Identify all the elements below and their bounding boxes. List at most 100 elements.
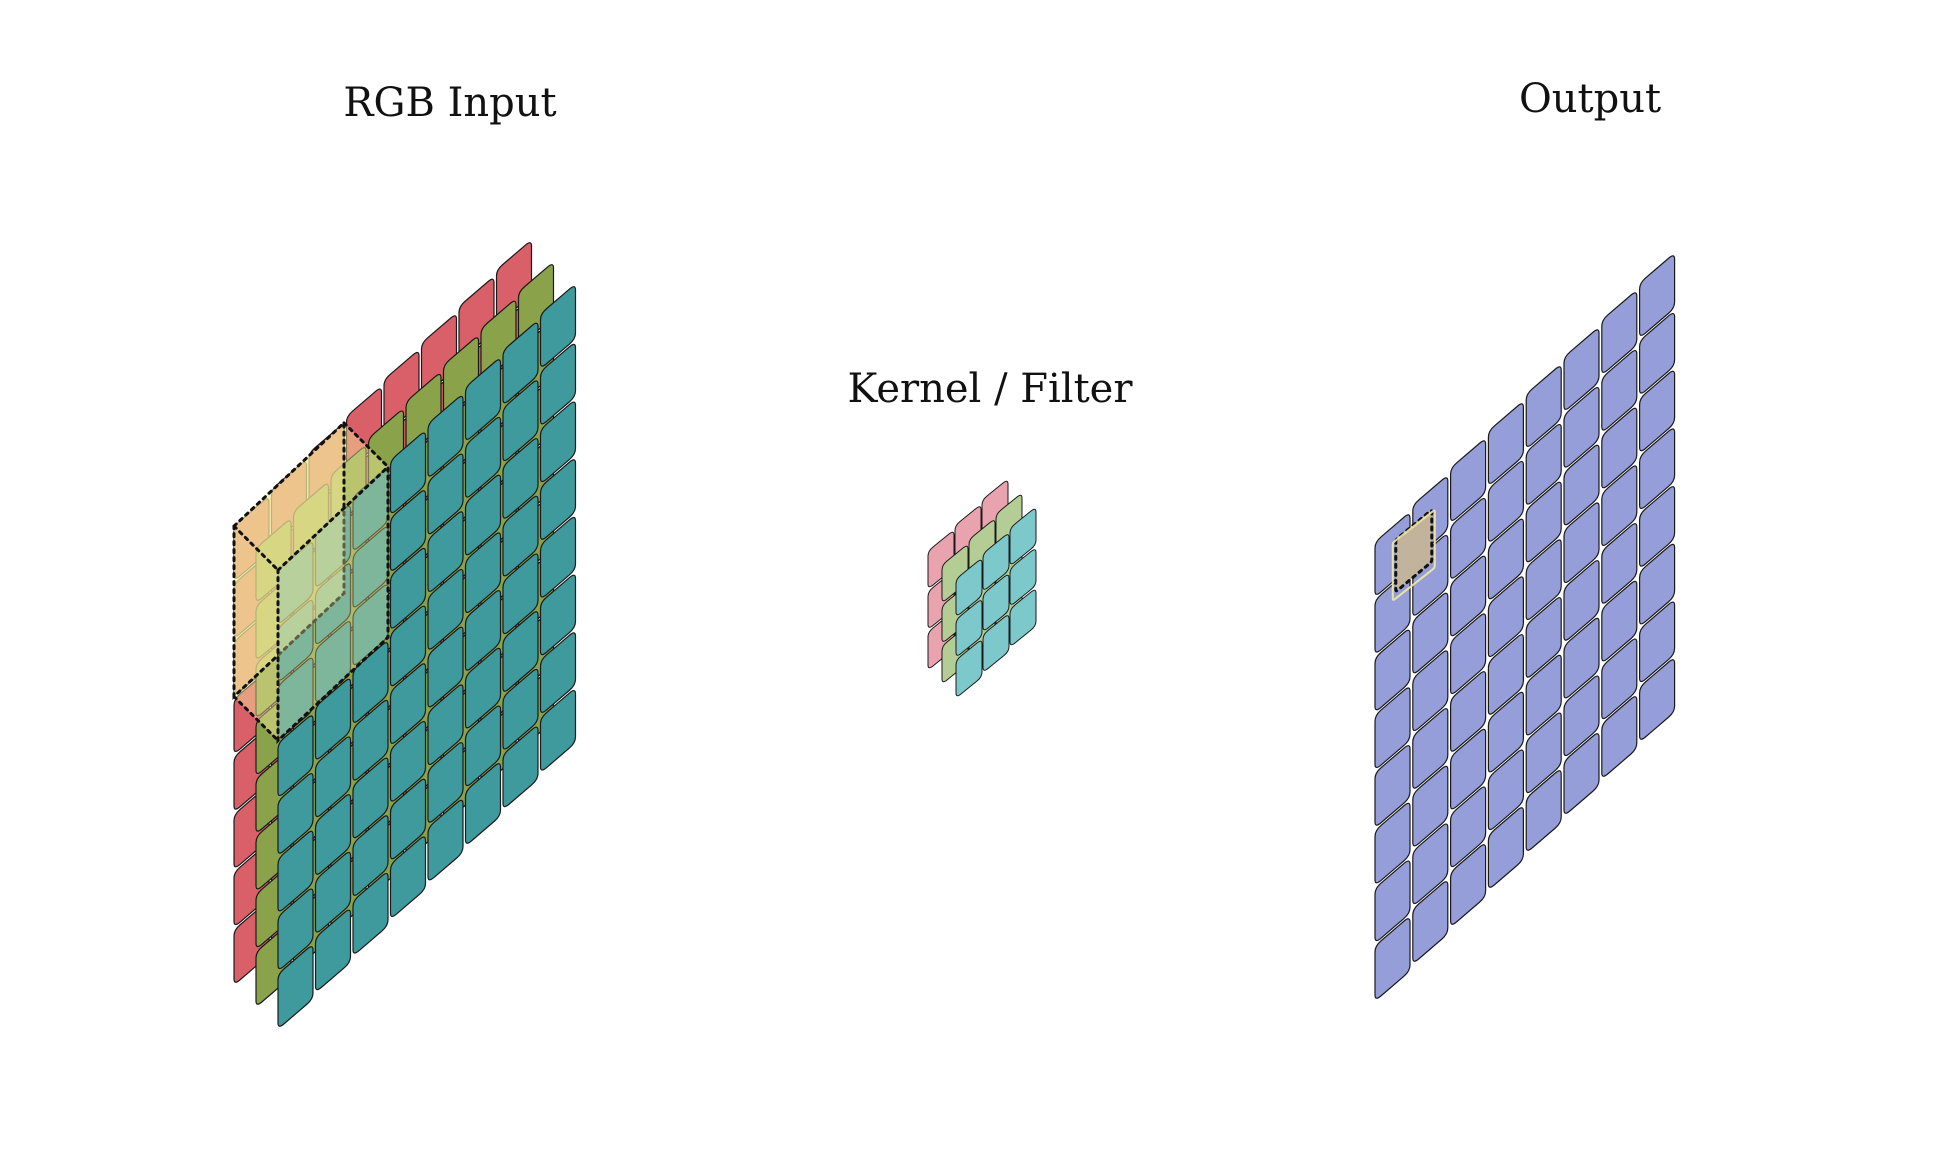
blue-channel-cell — [539, 632, 577, 713]
output-cell — [1601, 349, 1638, 431]
blue-channel-cell — [427, 799, 464, 881]
output-cell — [1639, 312, 1676, 394]
blue-channel-cell — [464, 705, 502, 787]
blue-kernel-cell — [955, 640, 983, 697]
receptive-field-edge — [342, 421, 390, 469]
blue-channel-cell — [352, 815, 389, 896]
blue-channel-cell — [464, 647, 502, 729]
output-cell — [1487, 460, 1524, 542]
blue-channel-cell — [314, 851, 352, 933]
blue-kernel-cell — [955, 559, 983, 616]
blue-kernel — [955, 508, 1037, 697]
output-cell — [1450, 671, 1487, 752]
output-cell — [1374, 918, 1411, 999]
output-cell — [1525, 423, 1562, 505]
output-cell — [1374, 860, 1411, 942]
output-cell — [1487, 749, 1524, 831]
blue-channel-cell — [502, 611, 539, 692]
blue-channel-cell — [277, 888, 314, 970]
output-cell — [1563, 617, 1600, 699]
output-cell — [1374, 802, 1411, 884]
blue-channel-cell — [464, 474, 502, 556]
output-cell — [1525, 366, 1562, 447]
blue-kernel-cell — [1009, 549, 1037, 605]
output-cell — [1563, 329, 1600, 410]
blue-channel-cell — [502, 495, 539, 577]
output-cell — [1412, 765, 1449, 847]
output-cell — [1374, 687, 1411, 769]
blue-channel-cell — [464, 590, 502, 671]
blue-channel-cell — [427, 511, 464, 592]
blue-channel-cell — [314, 736, 352, 818]
output-cell — [1639, 659, 1676, 740]
blue-channel-cell — [539, 459, 577, 540]
output-cell — [1450, 844, 1487, 925]
output-cell — [1374, 629, 1411, 711]
output-cell — [1450, 440, 1487, 521]
output-cell — [1487, 576, 1524, 658]
output-cell — [1563, 560, 1600, 641]
output-cell — [1639, 255, 1676, 336]
receptive-field-window — [232, 419, 390, 744]
blue-channel-cell — [464, 763, 502, 844]
blue-channel-cell — [502, 380, 539, 462]
output-cell — [1525, 539, 1562, 621]
blue-channel-cell — [389, 490, 427, 571]
receptive-field-edge — [232, 524, 280, 572]
output-cell — [1412, 823, 1449, 905]
output-grid — [1374, 255, 1676, 999]
blue-channel-cell — [539, 574, 577, 656]
blue-channel-cell — [389, 432, 427, 514]
rgb-input-stack — [232, 242, 577, 1027]
blue-channel-cell — [352, 757, 389, 839]
blue-channel-cell — [389, 663, 427, 744]
blue-kernel-cell — [982, 534, 1010, 590]
blue-channel-cell — [277, 773, 314, 854]
output-cell — [1450, 728, 1487, 810]
output-cell — [1563, 502, 1600, 584]
blue-channel-cell — [427, 453, 464, 535]
blue-kernel-cell — [982, 574, 1010, 631]
blue-channel-cell — [314, 909, 352, 991]
blue-channel-cell — [427, 395, 464, 477]
blue-channel-cell — [464, 532, 502, 614]
output-cell — [1487, 807, 1524, 888]
blue-channel-cell — [502, 322, 539, 404]
blue-channel-cell — [539, 689, 577, 771]
blue-kernel-cell — [982, 615, 1010, 671]
output-cell — [1601, 292, 1638, 373]
output-cell — [1487, 634, 1524, 715]
output-cell — [1601, 523, 1638, 604]
output-cell — [1601, 696, 1638, 777]
output-cell — [1374, 745, 1411, 826]
blue-channel-cell — [539, 343, 577, 425]
output-cell — [1487, 691, 1524, 773]
blue-channel-cell — [502, 438, 539, 519]
output-cell — [1563, 733, 1600, 814]
output-cell — [1639, 370, 1676, 452]
output-cell — [1639, 428, 1676, 510]
blue-channel-cell — [502, 553, 539, 635]
output-cell — [1601, 407, 1638, 489]
output-cell — [1525, 654, 1562, 736]
output-cell — [1450, 555, 1487, 637]
output-cell — [1525, 770, 1562, 851]
blue-kernel-cell — [955, 600, 983, 656]
output-cell — [1450, 613, 1487, 695]
input-title: RGB Input — [343, 80, 557, 126]
blue-channel-cell — [502, 726, 539, 808]
blue-channel-cell — [352, 699, 389, 781]
kernel-stack — [927, 480, 1037, 697]
output-highlight-glow — [1391, 509, 1436, 601]
output-cell — [1374, 571, 1411, 653]
output-cell — [1601, 465, 1638, 547]
output-cell — [1450, 786, 1487, 868]
output-cell — [1601, 638, 1638, 720]
output-cell — [1412, 592, 1449, 674]
blue-channel-cell — [464, 416, 502, 498]
output-title: Output — [1518, 76, 1662, 122]
output-cell — [1639, 601, 1676, 683]
blue-channel-cell — [539, 516, 577, 598]
kernel-title: Kernel / Filter — [847, 366, 1133, 412]
